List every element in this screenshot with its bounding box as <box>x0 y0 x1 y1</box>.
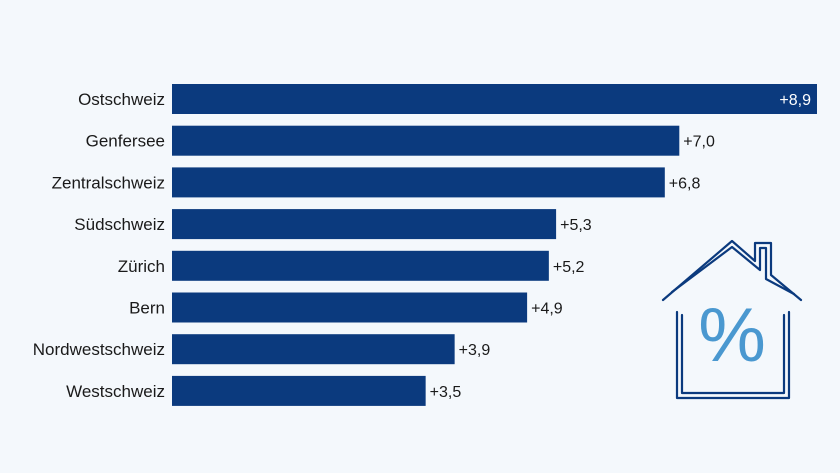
data-label: +5,3 <box>560 217 592 234</box>
house-percent-icon: % <box>661 239 803 400</box>
data-label: +6,8 <box>669 175 701 192</box>
bar-5 <box>172 292 528 323</box>
category-label: Bern <box>129 299 165 318</box>
category-label: Ostschweiz <box>78 90 165 109</box>
value-labels-group: +8,9 +7,0 +6,8 +5,3 +5,2 +4,9 +3,9 +3,5 <box>430 92 811 401</box>
bar-2 <box>172 167 665 198</box>
category-label: Nordwestschweiz <box>33 340 165 359</box>
category-label: Südschweiz <box>74 215 165 234</box>
bar-6 <box>172 334 455 365</box>
category-labels-group: Ostschweiz Genfersee Zentralschweiz Südschw… <box>33 90 165 401</box>
data-label: +5,2 <box>553 259 585 276</box>
bar-0 <box>172 84 817 114</box>
bar-4 <box>172 250 549 281</box>
percent-symbol: % <box>698 293 766 378</box>
bar-1 <box>172 125 680 156</box>
bar-7 <box>172 375 426 406</box>
bars-group <box>172 84 817 406</box>
data-label: +4,9 <box>531 301 563 318</box>
bar-3 <box>172 209 557 240</box>
category-label: Zürich <box>118 257 165 276</box>
data-label: +8,9 <box>779 92 811 109</box>
data-label: +3,9 <box>459 342 491 359</box>
category-label: Westschweiz <box>66 382 165 401</box>
category-label: Genfersee <box>86 132 165 151</box>
data-label: +3,5 <box>430 384 462 401</box>
data-label: +7,0 <box>683 134 715 151</box>
category-label: Zentralschweiz <box>52 173 165 192</box>
